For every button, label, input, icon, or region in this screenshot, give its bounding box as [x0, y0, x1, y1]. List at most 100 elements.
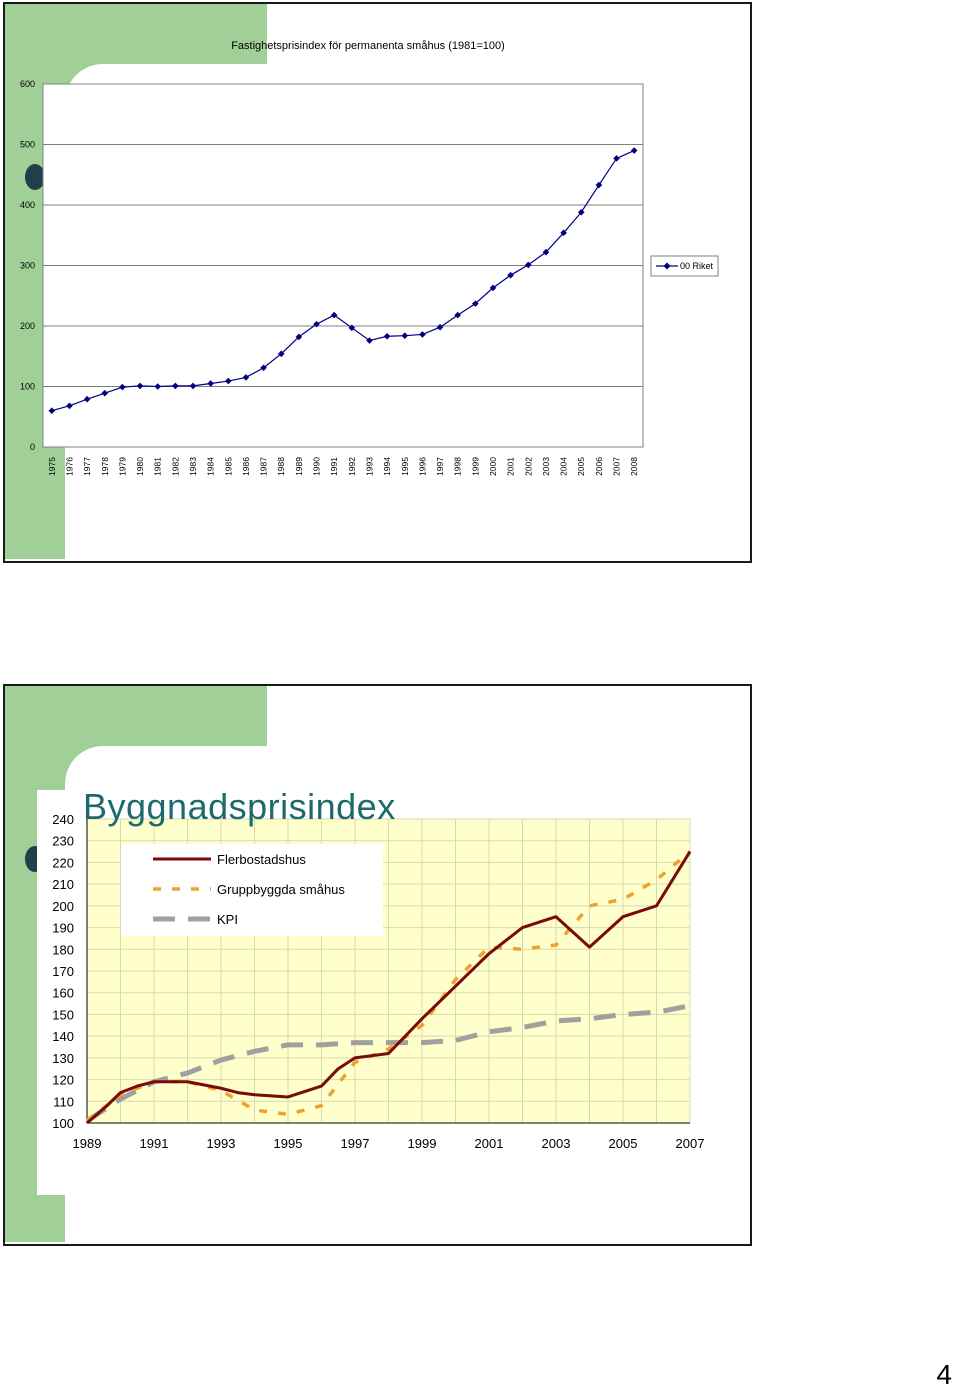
- series-line-0: [86, 850, 692, 1125]
- data-point: [507, 271, 514, 279]
- y-tick-label: 120: [52, 1073, 74, 1088]
- x-tick-label: 2000: [488, 457, 498, 476]
- chart-byggnadsprisindex: 100 110 120 130 140 150 160 170 180 190 200 210 220 2…: [52, 812, 704, 1151]
- data-point: [224, 377, 232, 385]
- x-tick-label: 1992: [347, 457, 357, 476]
- data-point: [136, 382, 144, 390]
- x-tick-label: 2001: [506, 457, 516, 476]
- y-tick-label: 140: [52, 1029, 74, 1044]
- data-point: [48, 407, 56, 414]
- series-line: [51, 150, 635, 412]
- data-point: [383, 332, 391, 340]
- x-tick-label: 2002: [523, 457, 533, 476]
- data-point: [119, 383, 126, 391]
- data-point: [472, 300, 479, 307]
- x-tick-label: 1993: [207, 1136, 236, 1151]
- y-tick-label: 150: [52, 1007, 74, 1022]
- data-point: [613, 155, 620, 162]
- x-tick-label: 1989: [294, 457, 304, 476]
- chart-title: Fastighetsprisindex för permanenta småhu…: [231, 40, 505, 52]
- x-tick-label: 1981: [153, 457, 163, 476]
- y-tick-label: 220: [52, 855, 74, 870]
- legend-label: KPI: [217, 912, 238, 927]
- data-point: [348, 324, 356, 332]
- slide-byggnadsprisindex: 100 110 120 130 140 150 160 170 180 190 200 210 220 2…: [3, 684, 752, 1246]
- data-point: [366, 337, 373, 344]
- x-tick-label: 2004: [559, 457, 569, 476]
- data-point: [313, 320, 320, 328]
- x-tick-label: 2005: [609, 1136, 638, 1151]
- x-tick-label: 1980: [135, 457, 145, 476]
- data-point: [83, 395, 91, 403]
- data-point: [66, 402, 73, 410]
- series-line-2: [85, 1003, 691, 1123]
- data-point: [101, 389, 109, 397]
- x-tick-label: 1998: [453, 457, 463, 476]
- legend-label: 00 Riket: [680, 261, 714, 271]
- data-point: [524, 261, 532, 269]
- x-tick-label: 2003: [542, 1136, 571, 1151]
- x-tick-label: 2008: [629, 457, 639, 476]
- x-tick-label: 1978: [100, 457, 110, 476]
- decorative-dot: [25, 164, 45, 190]
- y-tick-label: 240: [52, 812, 74, 827]
- y-tick-label: 230: [52, 834, 74, 849]
- slide-price-index: 0 100 200 300 400 500 600 Fastighetsprisindex f…: [3, 2, 752, 563]
- x-tick-label: 1989: [73, 1136, 102, 1151]
- x-tick-label: 1984: [206, 457, 216, 476]
- data-point: [454, 311, 462, 319]
- x-tick-label: 1994: [382, 457, 392, 476]
- x-tick-label: 1997: [435, 457, 445, 476]
- data-point: [189, 382, 197, 390]
- y-tick-label: 0: [30, 442, 35, 452]
- x-tick-label: 1979: [117, 457, 127, 476]
- data-point: [330, 311, 338, 319]
- y-tick-label: 100: [20, 382, 35, 392]
- data-point: [595, 181, 603, 189]
- slide-title: Byggnadsprisindex: [83, 786, 396, 827]
- x-tick-label: 1991: [140, 1136, 169, 1151]
- x-tick-label: 2005: [576, 457, 586, 476]
- y-tick-label: 110: [53, 1094, 74, 1109]
- x-tick-label: 1993: [364, 457, 374, 476]
- x-tick-label: 1987: [259, 457, 269, 476]
- x-tick-label: 1996: [417, 457, 427, 476]
- data-point: [436, 323, 444, 331]
- data-point: [154, 383, 162, 390]
- data-point: [560, 229, 567, 237]
- x-tick-label: 1976: [64, 457, 74, 476]
- y-tick-label: 500: [20, 140, 35, 150]
- x-tick-label: 1988: [276, 457, 286, 476]
- x-tick-label: 1977: [82, 457, 92, 476]
- y-tick-label: 130: [52, 1051, 74, 1066]
- x-tick-label: 1999: [408, 1136, 437, 1151]
- y-tick-label: 200: [52, 899, 74, 914]
- x-tick-label: 1986: [241, 457, 251, 476]
- x-tick-label: 2006: [594, 457, 604, 476]
- data-point: [295, 333, 303, 341]
- x-tick-label: 1982: [170, 457, 180, 476]
- y-tick-label: 600: [20, 79, 35, 89]
- x-tick-label: 1995: [274, 1136, 303, 1151]
- x-tick-label: 1999: [470, 457, 480, 476]
- data-point: [489, 284, 497, 292]
- y-tick-label: 190: [52, 921, 74, 936]
- x-tick-label: 1997: [341, 1136, 370, 1151]
- x-tick-label: 1983: [188, 457, 198, 476]
- y-tick-label: 160: [52, 986, 74, 1001]
- data-point: [577, 208, 585, 216]
- data-point: [419, 331, 426, 338]
- y-tick-label: 200: [20, 321, 35, 331]
- x-tick-label: 1985: [223, 457, 233, 476]
- chart-fastighetsprisindex: 0 100 200 300 400 500 600 Fastighetsprisindex f…: [20, 40, 719, 476]
- data-point: [401, 332, 409, 339]
- data-point: [207, 380, 214, 387]
- y-tick-label: 180: [52, 942, 74, 957]
- x-tick-label: 1990: [312, 457, 322, 476]
- x-tick-label: 2001: [475, 1136, 504, 1151]
- x-tick-label: 1991: [329, 457, 339, 476]
- legend-label: Gruppbyggda småhus: [217, 882, 345, 897]
- legend-box: [650, 255, 719, 277]
- y-tick-label: 300: [20, 261, 35, 271]
- data-point: [172, 382, 179, 390]
